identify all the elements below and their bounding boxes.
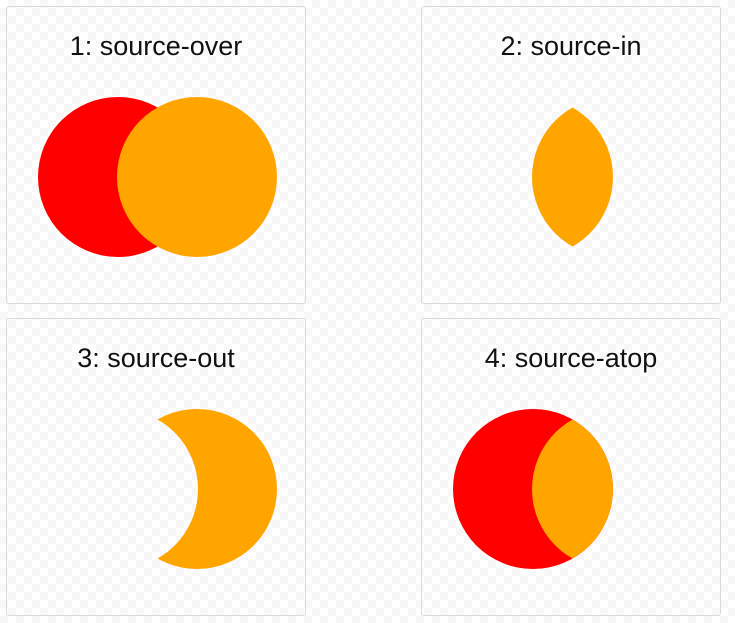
panel-source-out: 3: source-out [6, 318, 306, 616]
panel-title: 1: source-over [69, 31, 243, 61]
panel-source-in: 2: source-in [421, 6, 721, 304]
panel-title: 2: source-in [500, 31, 642, 61]
source-intersection-shape [532, 409, 613, 569]
panel-title: 4: source-atop [484, 343, 658, 373]
source-in-graphic [532, 97, 613, 257]
source-circle [117, 97, 277, 257]
source-atop-graphic [453, 409, 613, 569]
panel-source-over: 1: source-over [6, 6, 306, 304]
panel-source-atop: 4: source-atop [421, 318, 721, 616]
panel-title: 3: source-out [77, 343, 235, 373]
source-over-graphic [38, 97, 277, 257]
source-out-graphic [117, 409, 277, 569]
source-crescent-shape [117, 409, 277, 569]
source-intersection-shape [532, 97, 613, 257]
